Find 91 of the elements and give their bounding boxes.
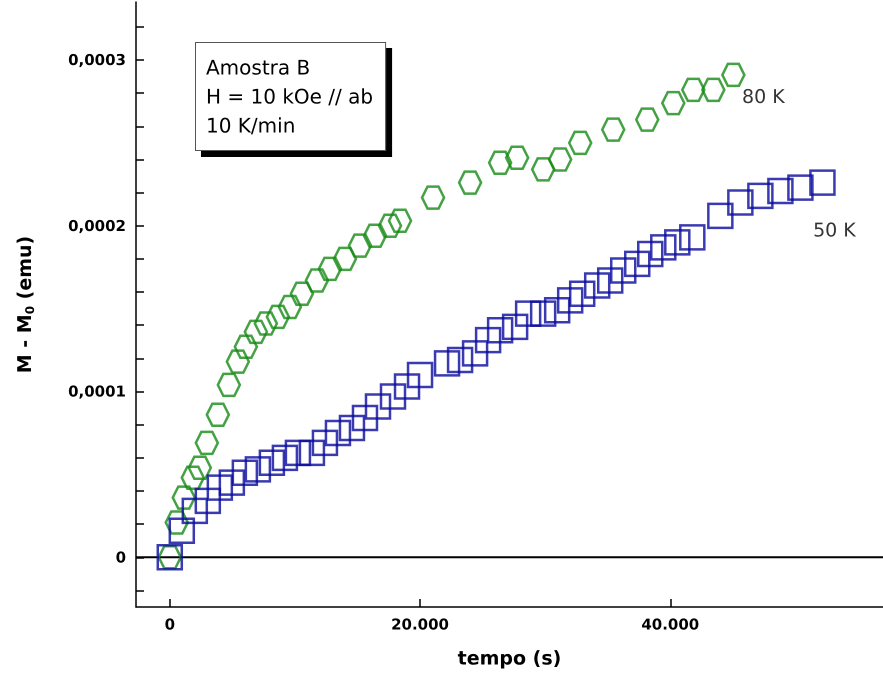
point: [172, 485, 196, 510]
point: [362, 223, 388, 248]
annotation: Amostra B: [206, 56, 310, 80]
point: [304, 268, 330, 293]
point: [394, 373, 420, 400]
annotation: H = 10 kOe // ab: [206, 84, 374, 108]
point: [232, 459, 258, 486]
point: [488, 150, 512, 176]
point: [721, 62, 746, 88]
point: [514, 300, 542, 327]
point: [272, 444, 298, 472]
point: [584, 272, 610, 299]
point: [180, 465, 206, 490]
y-axis-title: M - M0 (emu): [14, 236, 37, 374]
annotation: 10 K/min: [206, 114, 296, 138]
point: [194, 430, 220, 456]
x-tick-label: 40.000: [641, 616, 700, 634]
point: [388, 208, 412, 234]
point: [504, 146, 530, 170]
point: [168, 518, 196, 544]
point: [188, 456, 212, 480]
point: [544, 297, 570, 324]
point: [679, 224, 706, 251]
point: [610, 257, 636, 284]
x-axis-title: tempo (s): [458, 648, 562, 670]
point: [378, 214, 402, 238]
point: [767, 178, 794, 204]
point: [352, 404, 378, 432]
point: [258, 450, 286, 476]
y-tick-label: 0: [116, 548, 126, 566]
point: [234, 334, 258, 360]
point: [266, 304, 290, 330]
point: [787, 174, 814, 201]
point: [600, 117, 626, 142]
point: [474, 326, 502, 354]
point: [530, 300, 556, 327]
point: [486, 316, 514, 344]
point: [332, 246, 358, 272]
point: [681, 78, 706, 102]
point: [556, 287, 584, 314]
point: [348, 233, 372, 258]
point: [707, 202, 734, 230]
point: [244, 456, 272, 483]
point: [568, 280, 596, 307]
point: [548, 147, 572, 172]
series-label: 80 K: [742, 86, 786, 108]
point: [664, 229, 691, 256]
point: [462, 340, 488, 367]
point: [596, 267, 624, 294]
y-tick-label: 0,0003: [68, 51, 126, 70]
point: [312, 430, 338, 456]
point: [624, 250, 651, 278]
point: [218, 469, 246, 496]
point: [434, 350, 460, 377]
point: [458, 170, 482, 195]
point: [502, 314, 528, 340]
y-tick-label: 0,0001: [68, 382, 126, 401]
point: [278, 294, 302, 320]
point: [364, 393, 392, 420]
y-tick-label: 0,0002: [68, 216, 126, 235]
point: [406, 362, 434, 388]
point: [254, 311, 278, 336]
point: [298, 440, 326, 466]
point: [809, 169, 836, 196]
point: [324, 420, 352, 446]
point: [650, 234, 677, 261]
point: [290, 281, 314, 306]
point: [661, 90, 686, 116]
point: [635, 107, 660, 132]
point: [318, 256, 342, 282]
point: [568, 130, 592, 156]
point: [747, 182, 774, 210]
point: [206, 402, 230, 427]
point: [530, 157, 556, 182]
point: [380, 383, 406, 410]
series-label: 50 K: [813, 220, 856, 242]
point: [338, 414, 366, 442]
point: [727, 189, 754, 216]
point: [194, 488, 222, 514]
point: [637, 240, 664, 268]
point: [206, 474, 234, 501]
point: [244, 320, 268, 344]
x-tick-label: 20.000: [391, 616, 449, 634]
x-tick-label: 0: [164, 616, 176, 634]
point: [284, 440, 312, 466]
point: [226, 349, 250, 374]
point: [701, 78, 726, 102]
point: [420, 185, 446, 210]
point: [446, 346, 474, 374]
point: [216, 372, 242, 398]
point: [182, 498, 208, 524]
